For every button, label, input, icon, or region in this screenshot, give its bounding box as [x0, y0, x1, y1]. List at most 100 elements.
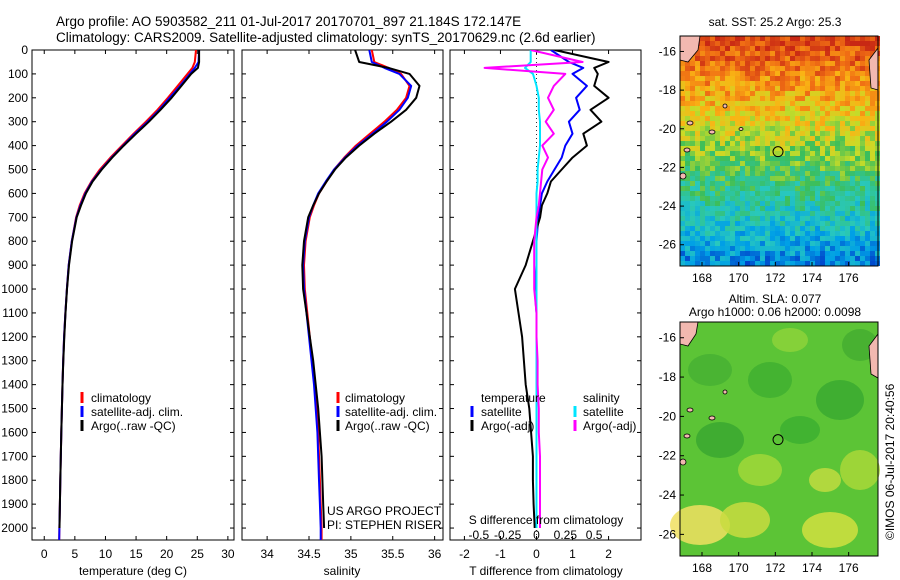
sst-cell — [860, 81, 865, 86]
sst-cell — [825, 141, 830, 146]
sst-cell — [755, 211, 760, 216]
sst-cell — [695, 256, 700, 261]
sst-cell — [735, 256, 740, 261]
sst-cell — [740, 261, 745, 266]
sst-cell — [715, 211, 720, 216]
sst-cell — [800, 261, 805, 266]
sst-cell — [765, 46, 770, 51]
sst-cell — [865, 96, 870, 101]
legend-label-t-argo: Argo(-adj) — [481, 419, 534, 433]
sst-cell — [735, 56, 740, 61]
sst-cell — [835, 151, 840, 156]
sst-cell — [705, 221, 710, 226]
sst-cell — [740, 236, 745, 241]
sst-cell — [855, 231, 860, 236]
sst-cell — [775, 126, 780, 131]
sst-cell — [715, 71, 720, 76]
sst-cell — [845, 46, 850, 51]
sst-cell — [795, 256, 800, 261]
sst-cell — [720, 191, 725, 196]
sst-cell — [680, 131, 685, 136]
sst-cell — [825, 246, 830, 251]
sst-cell — [740, 81, 745, 86]
sst-cell — [720, 41, 725, 46]
sst-cell — [855, 86, 860, 91]
sst-cell — [690, 236, 695, 241]
sst-cell — [855, 136, 860, 141]
sst-cell — [800, 111, 805, 116]
sst-cell — [845, 56, 850, 61]
sst-cell — [870, 241, 875, 246]
sst-cell — [845, 156, 850, 161]
sst-cell — [810, 206, 815, 211]
sst-cell — [860, 196, 865, 201]
sst-cell — [710, 106, 715, 111]
sst-cell — [685, 201, 690, 206]
sst-cell — [805, 176, 810, 181]
sst-cell — [700, 166, 705, 171]
sst-cell — [815, 191, 820, 196]
sst-cell — [855, 261, 860, 266]
sst-cell — [805, 181, 810, 186]
sst-cell — [710, 221, 715, 226]
sst-cell — [820, 101, 825, 106]
sst-cell — [755, 46, 760, 51]
legend-label-argo: Argo(..raw -QC) — [91, 419, 176, 433]
sst-cell — [800, 201, 805, 206]
sst-cell — [775, 221, 780, 226]
sst-cell — [835, 101, 840, 106]
sst-cell — [700, 51, 705, 56]
sst-cell — [715, 196, 720, 201]
sst-cell — [865, 141, 870, 146]
sst-cell — [805, 71, 810, 76]
sst-cell — [690, 231, 695, 236]
x-tick-label: 34 — [260, 547, 274, 561]
sst-cell — [865, 181, 870, 186]
sst-cell — [720, 171, 725, 176]
x-tick-label: 1 — [569, 547, 576, 561]
sst-cell — [685, 91, 690, 96]
sst-cell — [745, 36, 750, 41]
sst-cell — [855, 76, 860, 81]
sst-cell — [870, 196, 875, 201]
sst-cell — [690, 136, 695, 141]
sst-cell — [770, 111, 775, 116]
sst-cell — [860, 156, 865, 161]
sst-cell — [830, 261, 835, 266]
sst-cell — [700, 56, 705, 61]
sst-cell — [780, 256, 785, 261]
sst-cell — [870, 246, 875, 251]
sst-cell — [685, 166, 690, 171]
sst-cell — [815, 71, 820, 76]
sst-cell — [845, 101, 850, 106]
sst-cell — [700, 221, 705, 226]
sst-cell — [750, 201, 755, 206]
sst-cell — [740, 131, 745, 136]
sst-cell — [690, 116, 695, 121]
sst-cell — [735, 141, 740, 146]
sst-cell — [700, 156, 705, 161]
sla-blob — [720, 502, 770, 538]
sst-cell — [845, 211, 850, 216]
sst-cell — [735, 91, 740, 96]
sst-cell — [755, 176, 760, 181]
sst-cell — [840, 211, 845, 216]
sst-cell — [790, 131, 795, 136]
sst-cell — [845, 151, 850, 156]
sst-cell — [820, 216, 825, 221]
sst-cell — [775, 156, 780, 161]
sst-cell — [810, 41, 815, 46]
sst-cell — [765, 146, 770, 151]
sst-cell — [710, 96, 715, 101]
sst-cell — [780, 171, 785, 176]
sst-cell — [750, 196, 755, 201]
sst-cell — [780, 66, 785, 71]
sst-cell — [700, 116, 705, 121]
sst-cell — [690, 81, 695, 86]
sst-cell — [715, 231, 720, 236]
sst-cell — [815, 41, 820, 46]
sst-cell — [755, 161, 760, 166]
sst-cell — [685, 136, 690, 141]
sst-cell — [680, 96, 685, 101]
sst-cell — [720, 71, 725, 76]
